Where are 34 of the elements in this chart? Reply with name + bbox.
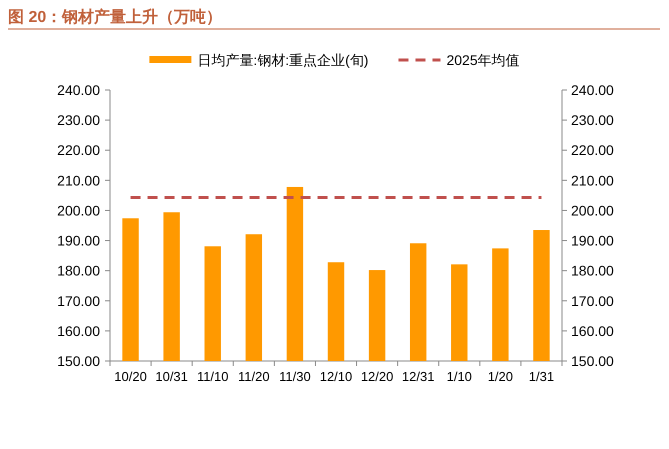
y2-tick-label: 230.00 (571, 112, 614, 128)
y2-tick-label: 170.00 (571, 292, 614, 309)
y-tick-label: 210.00 (57, 172, 100, 188)
y2-tick-label: 190.00 (571, 232, 614, 249)
y-tick-label: 180.00 (57, 262, 100, 279)
x-tick-label: 1/31 (528, 369, 554, 384)
x-tick-label: 12/31 (402, 369, 434, 384)
y2-tick-label: 240.00 (571, 82, 614, 98)
y-tick-label: 230.00 (57, 112, 100, 128)
y2-tick-label: 150.00 (571, 353, 614, 369)
x-tick-label: 12/20 (360, 369, 394, 384)
chart-title: 图 20：钢材产量上升（万吨） (8, 8, 222, 26)
legend-label: 日均产量:钢材:重点企业(旬) (197, 52, 368, 68)
y-tick-label: 170.00 (57, 292, 100, 309)
x-tick-label: 10/20 (114, 369, 147, 384)
y2-tick-label: 210.00 (571, 172, 614, 188)
y-tick-label: 160.00 (57, 322, 100, 339)
y-tick-label: 220.00 (57, 142, 100, 158)
y-tick-label: 240.00 (57, 82, 100, 98)
y-tick-label: 200.00 (57, 202, 100, 218)
x-tick-label: 11/20 (238, 369, 270, 384)
y2-tick-label: 180.00 (571, 262, 614, 279)
x-tick-label: 11/10 (196, 369, 229, 384)
y2-tick-label: 160.00 (571, 322, 614, 339)
legend-label: 2025年均值 (446, 52, 520, 68)
x-tick-label: 1/10 (446, 369, 472, 384)
y2-tick-label: 200.00 (571, 202, 614, 218)
x-tick-label: 12/10 (320, 369, 352, 384)
y-tick-label: 150.00 (57, 353, 100, 369)
x-tick-label: 10/31 (155, 369, 188, 384)
x-tick-label: 11/30 (279, 369, 311, 384)
y2-tick-label: 220.00 (571, 142, 614, 158)
x-tick-label: 1/20 (488, 369, 514, 384)
y-tick-label: 190.00 (57, 232, 100, 249)
